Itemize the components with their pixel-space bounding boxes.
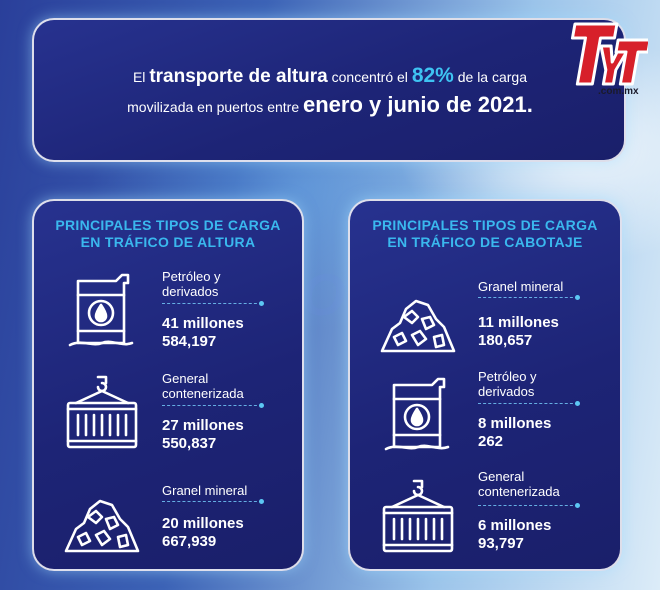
cargo-value-line: 11 millones <box>478 314 559 331</box>
cargo-label-line: Granel mineral <box>478 279 564 294</box>
divider <box>162 499 264 504</box>
cargo-label: Granel mineral <box>162 483 292 498</box>
logo-domain: .com.mx <box>598 86 639 97</box>
cargo-value: 41 millones 584,197 <box>162 315 302 351</box>
container-icon <box>66 375 138 449</box>
cargo-value-line: 41 millones <box>162 315 244 332</box>
headline-period: . <box>526 92 533 117</box>
cargo-value-line: 27 millones <box>162 417 244 434</box>
cargo-value-line: 93,797 <box>478 535 524 552</box>
headline-date-range: enero y junio de 2021 <box>303 92 527 117</box>
cargo-value-line: 6 millones <box>478 517 552 534</box>
card-title: PRINCIPALES TIPOS DE CARGA EN TRÁFICO DE… <box>34 217 302 251</box>
cargo-value-line: 667,939 <box>162 533 217 550</box>
cargo-value-line: 8 millones <box>478 415 552 432</box>
headline-card: El transporte de altura concentró el 82%… <box>32 18 626 162</box>
card-title-line: EN TRÁFICO DE ALTURA <box>80 234 256 250</box>
card-title-line: EN TRÁFICO DE CABOTAJE <box>387 234 583 250</box>
cargo-label-line: Petróleo y <box>478 369 537 384</box>
divider <box>478 503 580 508</box>
cargo-value: 20 millones 667,939 <box>162 515 302 551</box>
cargo-value-line: 20 millones <box>162 515 244 532</box>
ore-pile-icon <box>380 299 456 353</box>
divider <box>162 301 264 306</box>
divider <box>478 295 580 300</box>
cargo-label-line: contenerizada <box>162 386 244 401</box>
headline-part: de la carga <box>453 69 528 85</box>
cargo-item-contenerizada: General contenerizada 6 millones 93,797 <box>350 469 620 569</box>
cargo-value: 8 millones 262 <box>478 415 618 451</box>
headline-part: concentró el <box>327 69 412 85</box>
tyt-logo <box>570 22 648 86</box>
cargo-label-line: derivados <box>478 384 535 399</box>
cargo-value: 11 millones 180,657 <box>478 314 618 350</box>
cargo-value-line: 180,657 <box>478 332 533 349</box>
cargo-label-line: contenerizada <box>478 484 560 499</box>
oil-barrel-icon <box>68 273 134 347</box>
cargo-value-line: 262 <box>478 433 504 450</box>
cargo-label-line: Granel mineral <box>162 483 248 498</box>
cargo-item-granel-mineral: Granel mineral 11 millones 180,657 <box>350 277 620 377</box>
cargo-value-line: 584,197 <box>162 333 217 350</box>
cargo-label: Granel mineral <box>478 279 608 294</box>
cargo-item-granel-mineral: Granel mineral 20 millones 667,939 <box>34 479 302 579</box>
cargo-item-petroleo: Petróleo y derivados 41 millones 584,197 <box>34 265 302 365</box>
cargo-value: 27 millones 550,837 <box>162 417 302 453</box>
cargo-item-contenerizada: General contenerizada 27 millones 550,83… <box>34 367 302 467</box>
cabotaje-cargo-card: PRINCIPALES TIPOS DE CARGA EN TRÁFICO DE… <box>348 199 622 571</box>
ore-pile-icon <box>64 499 140 553</box>
cargo-label: Petróleo y derivados <box>162 269 292 299</box>
cargo-label-line: derivados <box>162 284 219 299</box>
headline-emphasis: transporte de altura <box>149 66 328 87</box>
divider <box>162 403 264 408</box>
cargo-label-line: General <box>478 469 525 484</box>
cargo-label: Petróleo y derivados <box>478 369 608 399</box>
altura-cargo-card: PRINCIPALES TIPOS DE CARGA EN TRÁFICO DE… <box>32 199 304 571</box>
card-title-line: PRINCIPALES TIPOS DE CARGA <box>55 217 281 233</box>
container-icon <box>382 479 454 553</box>
headline-percent: 82% <box>411 64 454 87</box>
cargo-value-line: 550,837 <box>162 435 217 452</box>
divider <box>478 401 580 406</box>
headline-part: movilizada en puertos entre <box>127 99 303 115</box>
headline-text: El transporte de altura concentró el 82%… <box>70 62 590 121</box>
cargo-label-line: General <box>162 371 209 386</box>
card-title-line: PRINCIPALES TIPOS DE CARGA <box>372 217 598 233</box>
cargo-label: General contenerizada <box>478 469 608 499</box>
cargo-value: 6 millones 93,797 <box>478 517 618 553</box>
cargo-label: General contenerizada <box>162 371 292 401</box>
cargo-label-line: Petróleo y <box>162 269 221 284</box>
card-title: PRINCIPALES TIPOS DE CARGA EN TRÁFICO DE… <box>350 217 620 251</box>
headline-part: El <box>132 69 150 85</box>
cargo-item-petroleo: Petróleo y derivados 8 millones 262 <box>350 367 620 467</box>
oil-barrel-icon <box>384 377 450 451</box>
